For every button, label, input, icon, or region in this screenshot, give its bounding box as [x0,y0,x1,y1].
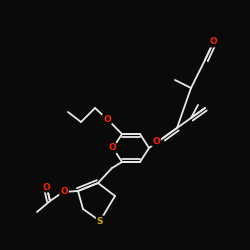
Text: O: O [152,136,160,145]
Text: O: O [209,38,217,46]
Text: S: S [97,216,103,226]
Text: O: O [60,186,68,196]
Text: O: O [108,144,116,152]
Text: O: O [42,182,50,192]
Text: O: O [103,114,111,124]
